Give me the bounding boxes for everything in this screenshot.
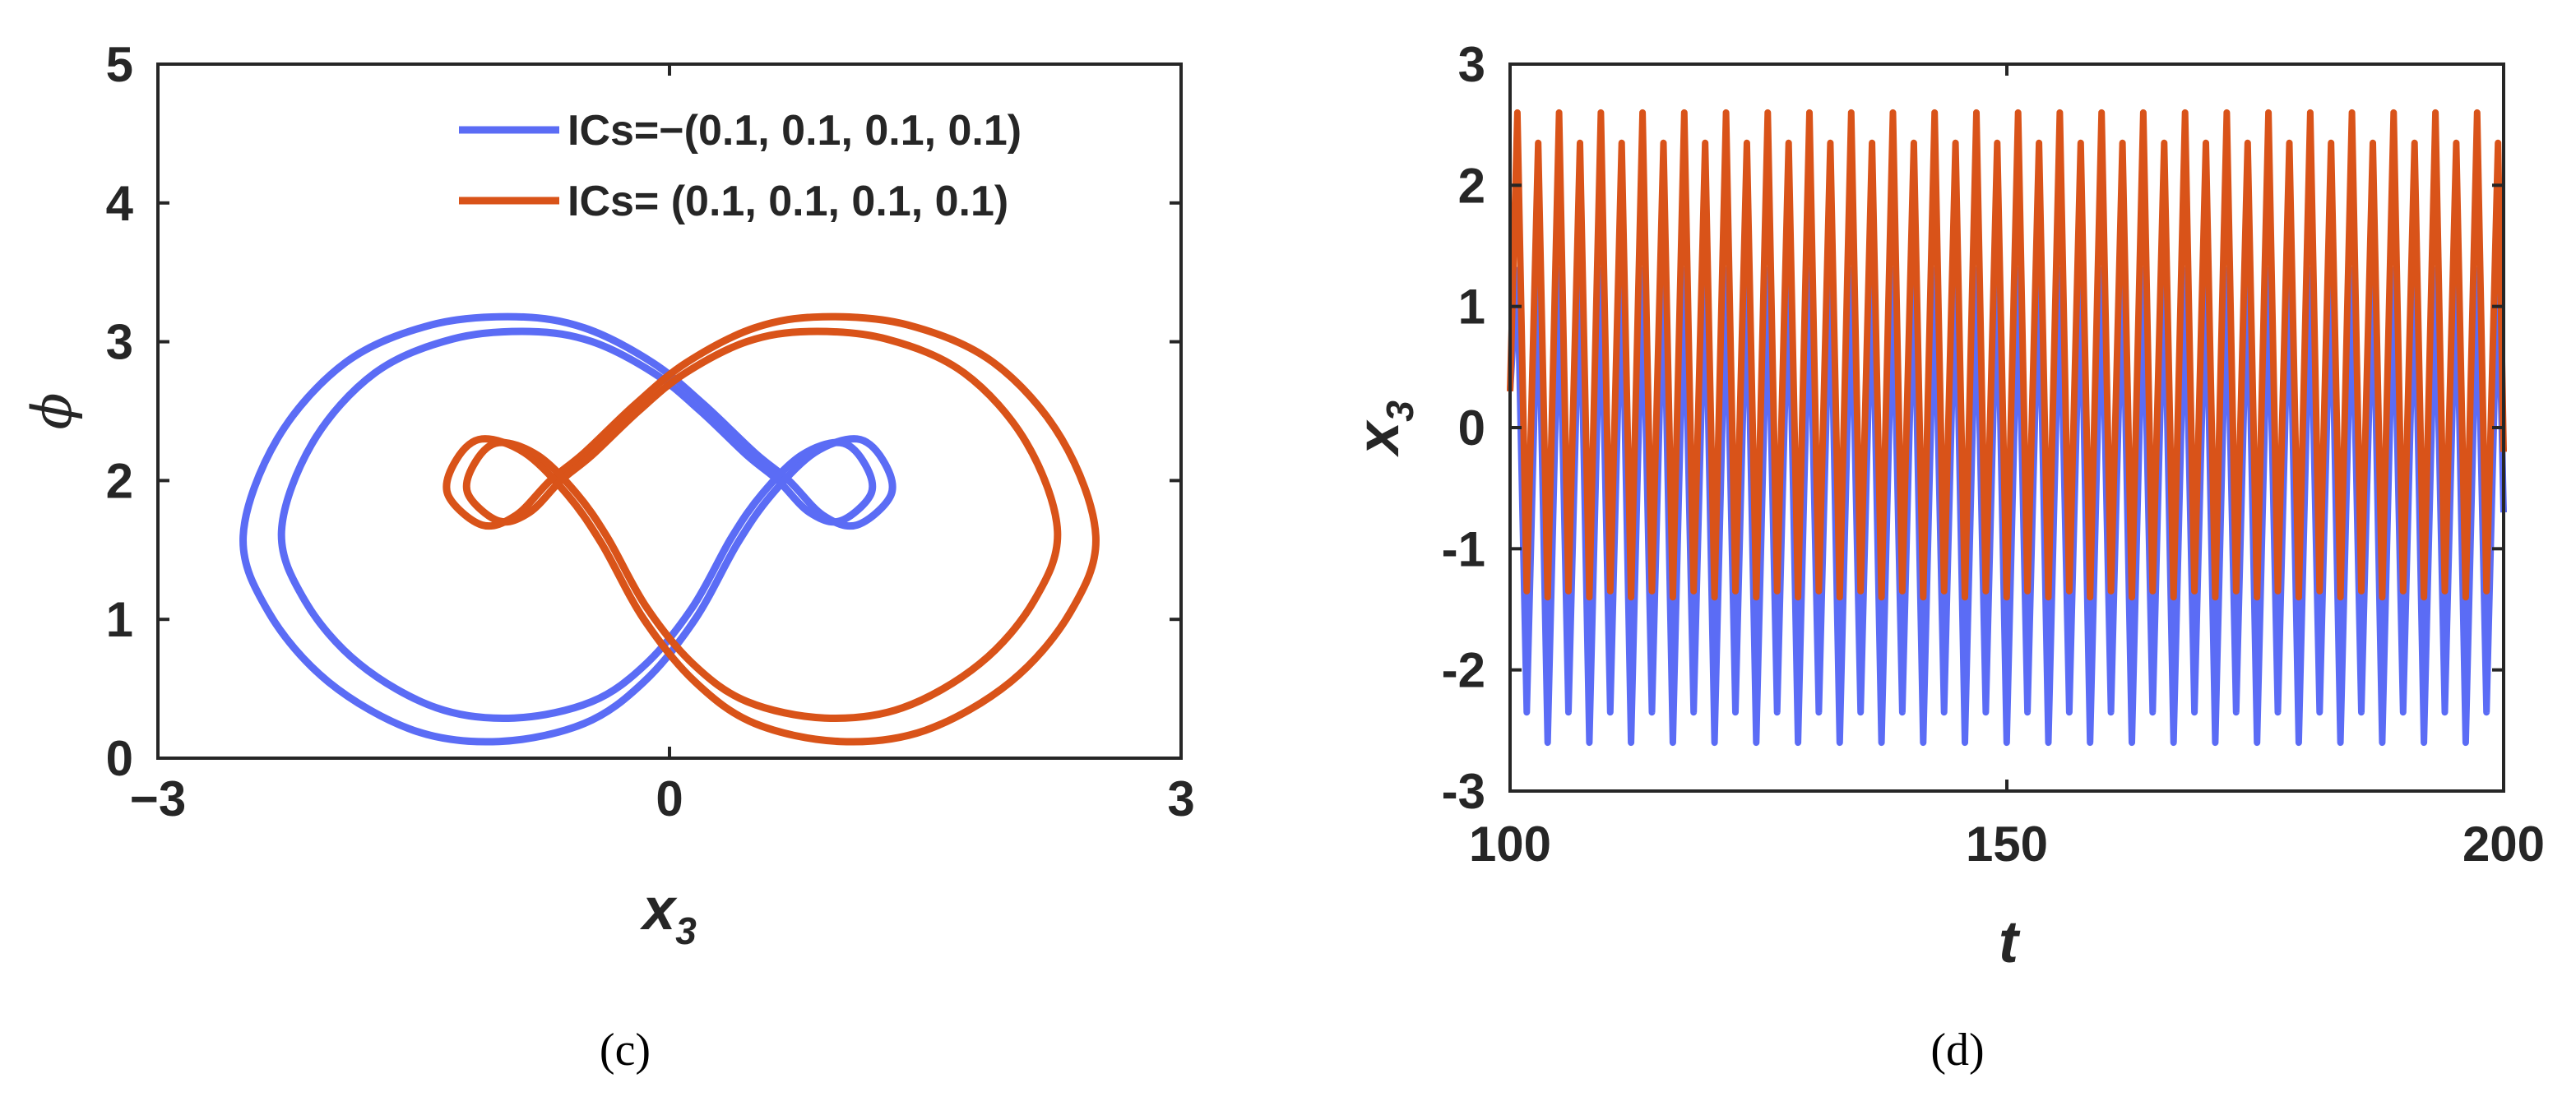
legend-label-series-1: ICs=−(0.1, 0.1, 0.1, 0.1) bbox=[568, 107, 1022, 155]
time-series-xtick-label: 150 bbox=[1966, 817, 2048, 872]
phase-curve-series-1-loop-1 bbox=[239, 312, 897, 746]
time-series-curves bbox=[1507, 109, 2507, 747]
time-series-ytick-label: 3 bbox=[1458, 37, 1485, 92]
phase-portrait-ytick-label: 3 bbox=[106, 315, 133, 370]
phase-portrait-xlabel: x3 bbox=[639, 877, 697, 952]
panel-caption-c: (c) bbox=[600, 1025, 651, 1076]
phase-portrait-ytick-label: 4 bbox=[106, 176, 134, 231]
time-series-line-2 bbox=[1507, 109, 2507, 601]
phase-curve-series-1-loop-2 bbox=[277, 327, 877, 722]
time-series-ytick-label: -3 bbox=[1442, 764, 1485, 819]
phase-portrait-ytick-label: 0 bbox=[106, 731, 133, 786]
phase-portrait-ytick-label: 1 bbox=[106, 592, 133, 647]
phase-portrait-ytick-label: 5 bbox=[106, 37, 133, 92]
phase-curve-series-2-loop-1 bbox=[442, 312, 1100, 746]
phase-portrait-ylabel: ϕ bbox=[21, 393, 84, 430]
phase-curve-series-2-loop-2 bbox=[462, 327, 1062, 722]
panel-caption-d: (d) bbox=[1930, 1025, 1984, 1076]
time-series-xtick-label: 100 bbox=[1469, 817, 1551, 872]
time-series-line-1 bbox=[1507, 254, 2507, 747]
time-series-panel: 100 150 200 -3 -2 -1 0 1 2 3 x3 t (d) bbox=[1346, 37, 2545, 1076]
time-series-ytick-label: 1 bbox=[1458, 280, 1485, 335]
time-series-xlabel: t bbox=[1999, 909, 2021, 975]
time-series-xtick-label: 200 bbox=[2462, 817, 2545, 872]
phase-portrait-xtick-label: 0 bbox=[656, 771, 683, 826]
phase-portrait-ytick-label: 2 bbox=[106, 453, 133, 508]
time-series-ytick-label: -1 bbox=[1442, 521, 1485, 576]
time-series-ylabel: x3 bbox=[1346, 400, 1421, 458]
phase-portrait-xtick-label: 3 bbox=[1167, 771, 1194, 826]
legend-label-series-2: ICs= (0.1, 0.1, 0.1, 0.1) bbox=[568, 178, 1008, 225]
time-series-ytick-label: 0 bbox=[1458, 400, 1485, 456]
time-series-ytick-label: -2 bbox=[1442, 643, 1485, 698]
phase-portrait-xtick-label: −3 bbox=[130, 771, 186, 826]
time-series-ticks: 100 150 200 -3 -2 -1 0 1 2 3 bbox=[1442, 37, 2545, 872]
time-series-ytick-label: 2 bbox=[1458, 158, 1485, 213]
legend: ICs=−(0.1, 0.1, 0.1, 0.1) ICs= (0.1, 0.1… bbox=[459, 107, 1022, 225]
phase-portrait-curves bbox=[239, 312, 1100, 746]
